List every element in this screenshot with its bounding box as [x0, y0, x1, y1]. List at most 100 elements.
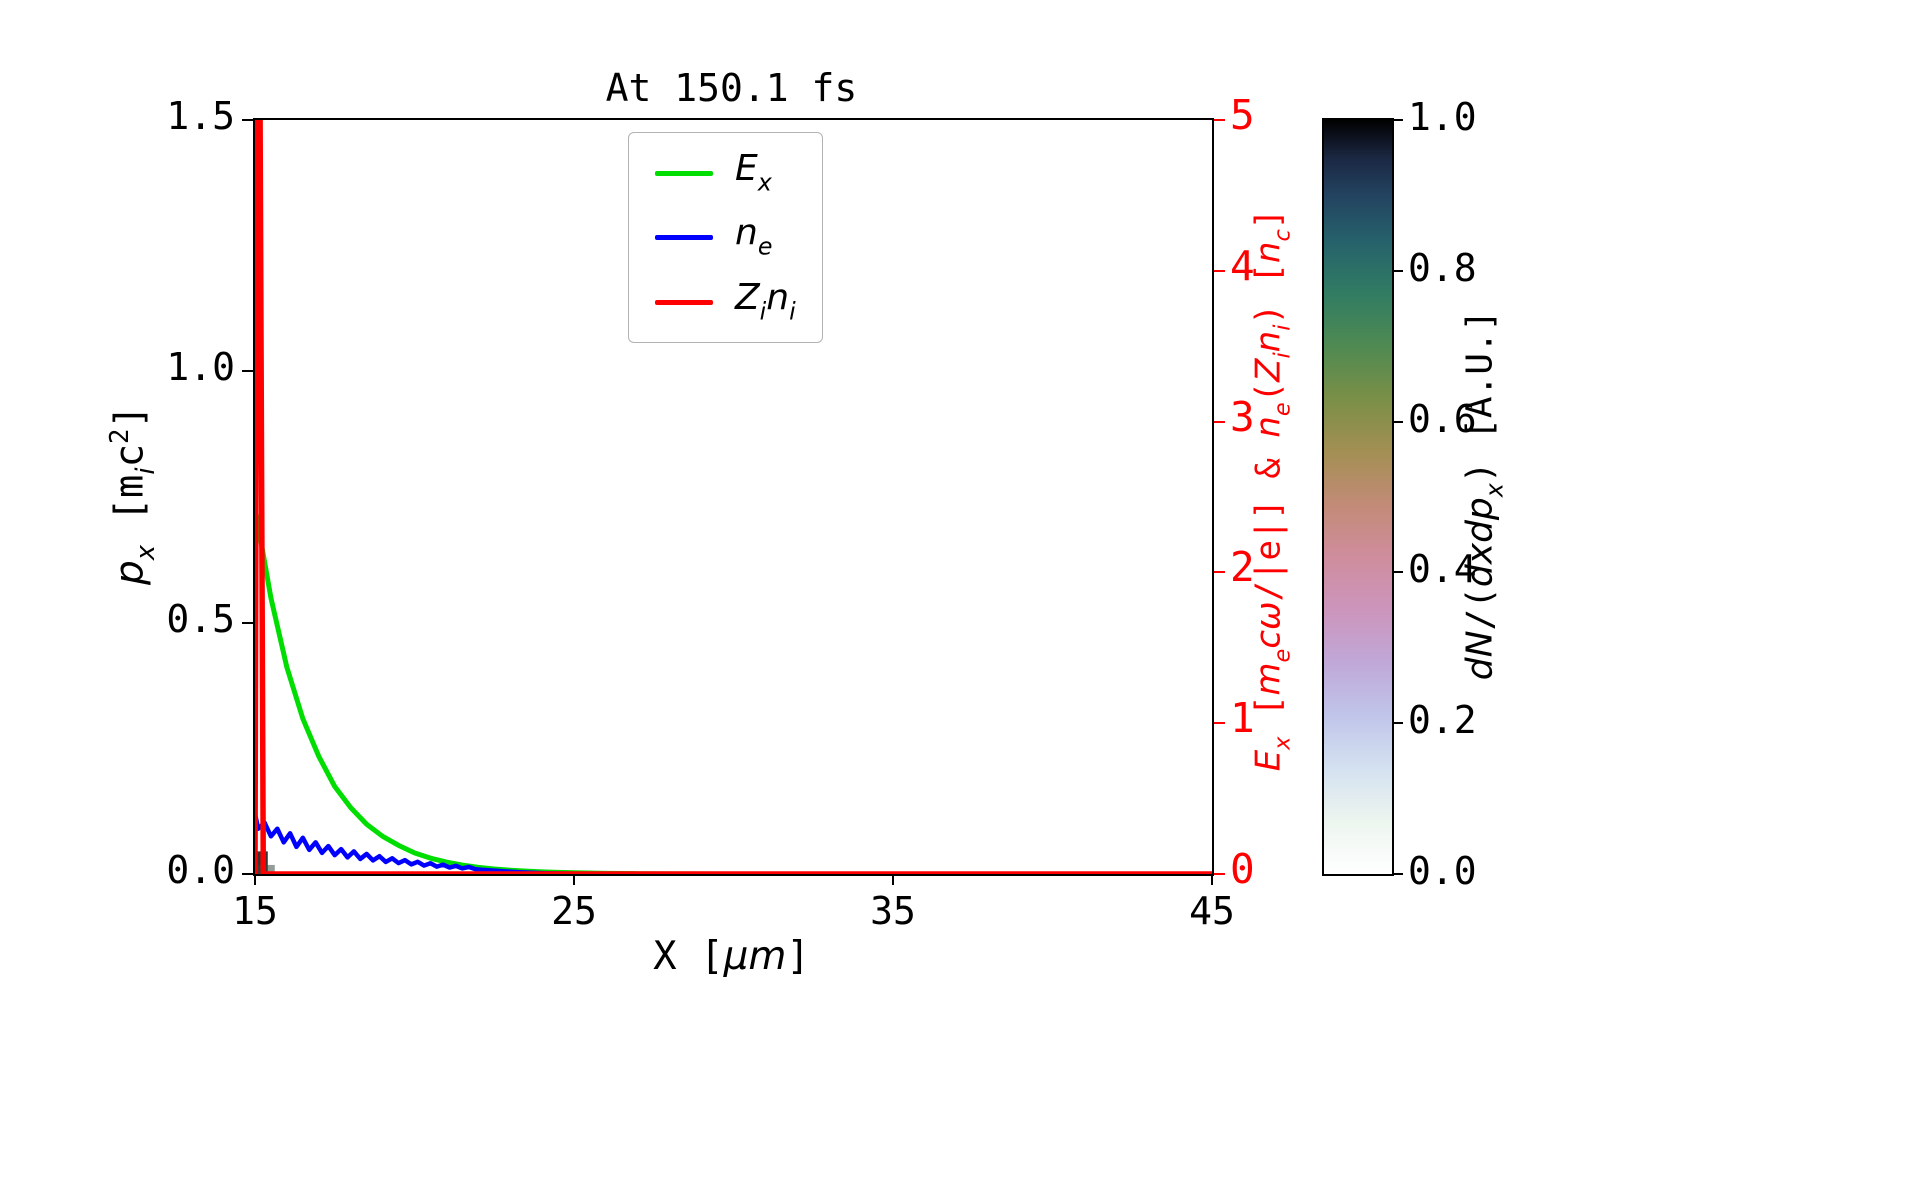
x-tick [254, 874, 256, 885]
label-part: n [1248, 330, 1289, 353]
label-part: Z [735, 276, 760, 318]
label-part: x [757, 168, 772, 197]
legend: Ex ne Zini [628, 132, 823, 344]
label-part: ( [1248, 381, 1289, 403]
colorbar-tick [1394, 873, 1403, 875]
y-left-tick-label: 0.0 [166, 848, 235, 892]
y-left-tick-label: 1.5 [166, 94, 235, 138]
label-part: E [1248, 749, 1289, 772]
label-part: Z [1248, 358, 1289, 382]
label-part: m [1248, 662, 1289, 696]
label-part: i [130, 467, 161, 475]
label-part: ] [1248, 208, 1289, 230]
label-part: ) [A.U.] [1459, 309, 1501, 484]
colorbar-label: dN/(dxdpx) [A.U.] [1460, 310, 1509, 680]
label-part: i [1269, 324, 1296, 331]
x-tick [892, 874, 894, 885]
x-tick [573, 874, 575, 885]
plot-canvas [255, 120, 1212, 874]
label-part: ] [107, 404, 153, 429]
colorbar-tick-label: 1.0 [1408, 95, 1477, 139]
y-left-tick [242, 370, 253, 373]
legend-item: ne [655, 215, 796, 259]
y-right-tick-label: 0 [1230, 845, 1255, 893]
colorbar-tick-label: 0.0 [1408, 849, 1477, 893]
label-part: dxdp [1459, 497, 1501, 588]
label-part: p [107, 560, 153, 586]
colorbar-tick-label: 0.8 [1408, 245, 1477, 290]
legend-label: ne [735, 215, 772, 259]
label-part: x [1480, 483, 1509, 498]
colorbar-tick [1394, 420, 1403, 423]
x-tick-label: 45 [1189, 889, 1235, 933]
y-left-tick [242, 119, 253, 121]
y-right-tick-label: 2 [1230, 543, 1255, 592]
label-part: ] [786, 934, 810, 979]
y-right-tick [1214, 269, 1225, 272]
colorbar-tick-label: 0.6 [1408, 396, 1477, 441]
legend-line-swatch [655, 170, 713, 176]
x-axis-label: X [μm] [253, 934, 1210, 979]
x-tick-label: 35 [870, 889, 916, 933]
y-right-tick [1214, 722, 1225, 725]
x-tick [1211, 874, 1213, 885]
colorbar-tick-label: 0.4 [1408, 547, 1477, 592]
y-left-tick-label: 1.0 [166, 345, 235, 390]
label-part: e [1269, 402, 1296, 417]
label-part: e [1269, 648, 1296, 663]
label-part: n [1248, 241, 1289, 264]
colorbar-tick [1394, 722, 1403, 725]
legend-item: Zini [655, 276, 796, 326]
label-part: i [759, 297, 767, 326]
label-part: [m [107, 474, 153, 546]
y-right-tick [1214, 420, 1225, 423]
y-right-tick-label: 4 [1230, 241, 1255, 290]
label-part: [ [1248, 695, 1289, 737]
label-part: x [130, 545, 161, 561]
label-part: c [1269, 229, 1296, 242]
legend-label: Zini [735, 276, 796, 326]
label-part: cω [1248, 601, 1289, 649]
colorbar-tick [1394, 119, 1403, 121]
colorbar-tick [1394, 269, 1403, 272]
label-part: 2 [105, 428, 136, 444]
label-part: μm [723, 934, 787, 979]
series-ne [255, 811, 1212, 874]
y-left-tick-label: 0.5 [166, 596, 235, 641]
y-right-tick [1214, 119, 1225, 121]
legend-line-swatch [655, 299, 713, 305]
label-part: n [1248, 416, 1289, 438]
label-part: e [757, 233, 773, 262]
label-part: E [735, 148, 758, 189]
label-part: x [1269, 736, 1296, 750]
y-right-tick-label: 1 [1230, 694, 1255, 743]
label-part: n [735, 212, 758, 254]
label-part: c [107, 443, 153, 468]
y-right-tick [1214, 571, 1225, 574]
colorbar-gradient [1324, 120, 1392, 874]
legend-line-swatch [655, 235, 713, 241]
y-axis-label-left: px [mic2] [105, 405, 161, 585]
y-right-tick-label: 5 [1230, 91, 1255, 139]
label-part: ) [ [1248, 263, 1289, 325]
label-part: X [ [653, 934, 724, 979]
label-part: dN [1459, 630, 1501, 681]
y-right-tick-label: 3 [1230, 392, 1255, 441]
x-tick-label: 25 [551, 889, 597, 933]
label-part: i [789, 297, 796, 326]
y-left-tick [242, 873, 253, 875]
colorbar-tick [1394, 571, 1403, 574]
y-right-tick [1214, 873, 1225, 875]
legend-item: Ex [655, 151, 796, 195]
legend-label: Ex [735, 151, 772, 195]
chart-title: At 150.1 fs [605, 66, 858, 110]
colorbar: 0.0 0.2 0.4 0.6 0.8 1.0 [1322, 97, 1477, 891]
plot-area: Ex ne Zini 15 25 35 45 0.0 0.5 1.0 1.5 0 1 2 3 4 5 [166, 93, 1254, 930]
y-axis-label-right: Ex [mecω/|e|] & ne(Zini) [nc] [1248, 209, 1295, 772]
series-Zini [255, 120, 1212, 874]
label-part: i [1269, 352, 1296, 359]
label-part: /( [1459, 587, 1501, 631]
x-tick-label: 15 [232, 889, 278, 933]
label-part: /|e|] & [1248, 437, 1289, 602]
